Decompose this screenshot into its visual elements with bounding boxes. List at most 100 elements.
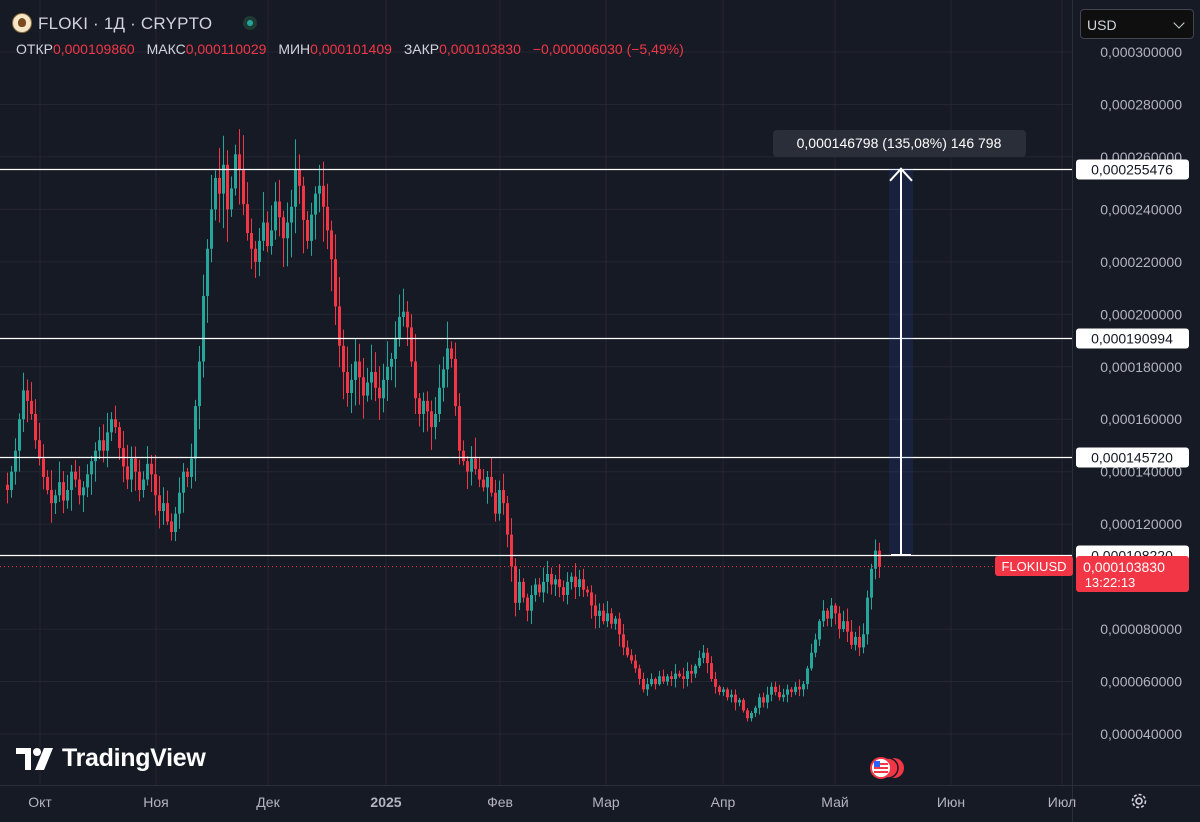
ohlc-legend: ОТКР0,000109860 МАКС0,000110029 МИН0,000… [16,41,692,57]
candle-body [766,694,769,703]
candle-body [246,204,249,233]
time-axis-label: Июл [1048,794,1076,810]
candle-body [406,311,409,328]
candle-body [430,411,433,428]
candle-body [694,665,697,674]
candle-body [182,471,185,493]
symbol-title[interactable]: FLOKI · 1Д · CRYPTO [38,14,213,33]
candle-body [326,206,329,231]
candle-body [702,652,705,658]
candle-body [262,222,265,241]
candle-body [134,458,137,472]
candle-body [638,668,641,679]
candle-body [298,170,301,186]
measure-label-text: 0,000146798 (135,08%) 146 798 [797,135,1002,151]
candle-body [706,652,709,664]
candle-body [626,647,629,656]
currency-select[interactable]: USD [1080,9,1194,39]
candle-body [610,613,613,624]
candle-body [682,676,685,679]
candle-body [210,209,213,249]
candle-body [738,699,741,703]
candle-body [22,390,25,420]
candle-body [358,361,361,378]
ohlc-low-label: МИН [278,41,311,57]
candle-body [378,387,381,399]
price-axis-tick-label: 0,000120000 [1100,516,1182,532]
candle-body [718,686,721,693]
candle-body [782,694,785,698]
candle-body [650,678,653,685]
gear-icon[interactable] [1129,791,1149,811]
price-axis-tick-label: 0,000040000 [1100,726,1182,742]
candle-body [662,676,665,682]
candle-body [862,634,865,648]
candle-body [154,474,157,496]
candle-body [502,490,505,504]
candle-body [138,471,141,491]
candle-body [518,581,521,603]
candle-body [170,521,173,533]
candle-body [198,361,201,407]
candle-body [14,450,17,472]
candle-body [602,610,605,622]
level-price-tag [1076,159,1189,180]
ohlc-high-label: МАКС [146,41,186,57]
candle-body [506,503,509,535]
candle-body [254,248,257,262]
candle-body [410,327,413,362]
tradingview-mark-icon [16,747,53,770]
candle-body [266,222,269,247]
candle-body [474,458,477,470]
candle-body [814,639,817,653]
ohlc-low-value: 0,000101409 [310,41,392,57]
measure-arrow-head [889,167,913,182]
candle-body [470,458,473,472]
candle-body [190,458,193,477]
price-axis-tick-label: 0,000280000 [1100,96,1182,112]
candle-body [630,655,633,661]
candle-body [350,379,353,393]
candle-body [74,471,77,480]
candle-body [54,495,57,504]
candle-body [798,686,801,690]
candle-body [162,503,165,512]
candle-body [230,188,233,210]
time-axis-label: Май [821,794,848,810]
symbol-tag [995,556,1073,576]
candle-body [842,621,845,630]
candle-body [614,618,617,624]
candle-body [666,676,669,682]
candle-body [174,513,177,533]
tradingview-logo[interactable]: TradingView [16,744,206,773]
candle-body [438,387,441,414]
candle-body [450,348,453,359]
candle-body [398,316,401,338]
level-price-tag [1076,328,1189,349]
market-status-icon [243,16,257,30]
candle-body [786,689,789,695]
candle-body [414,361,417,399]
measure-label-box [773,130,1026,157]
candle-body [394,337,397,359]
candle-body [302,185,305,220]
candle-body [558,579,561,588]
floki-logo-icon [12,13,32,33]
candle-body [354,361,357,380]
candle-body [130,458,133,480]
candle-body [10,471,13,491]
candle-body [590,592,593,606]
candle-body [30,400,33,414]
us-flag-events-icon[interactable] [868,756,908,780]
candle-body [270,230,273,247]
candle-body [494,492,497,514]
candle-body [70,471,73,491]
candle-body [366,382,369,396]
time-axis-label: 2025 [370,794,401,810]
candle-body [290,206,293,223]
candle-body [330,230,333,260]
candle-body [570,576,573,582]
candle-body [202,295,205,362]
candle-body [566,581,569,595]
